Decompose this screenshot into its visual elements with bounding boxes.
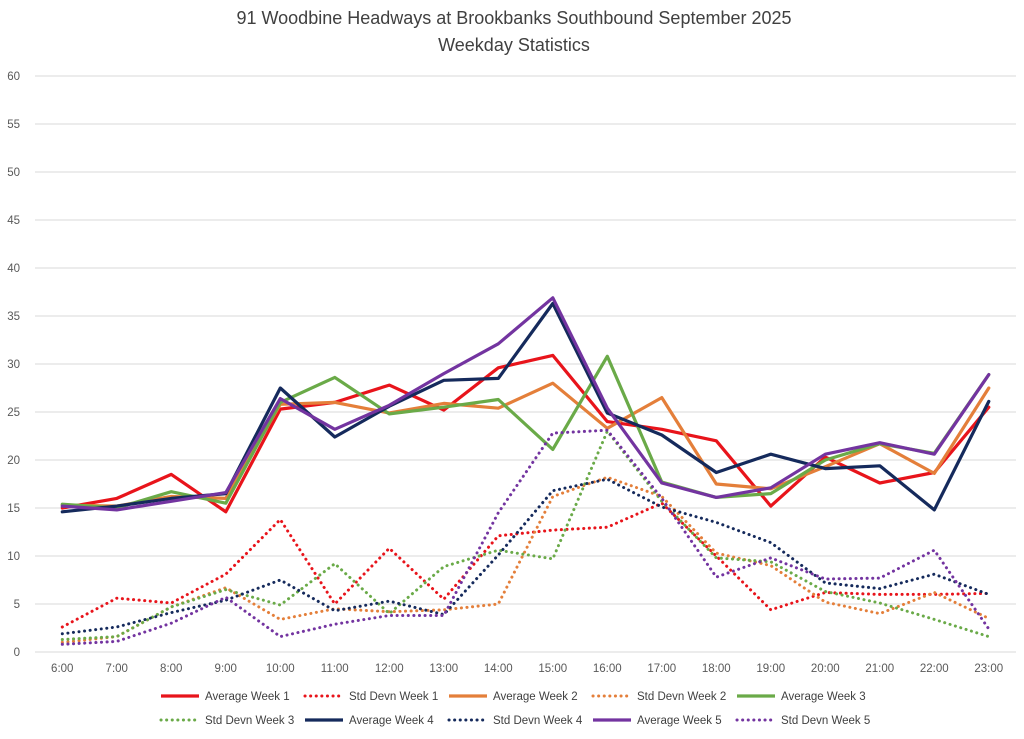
x-tick-label: 20:00: [811, 663, 840, 675]
y-tick-label: 60: [7, 71, 20, 83]
series-line-std-devn-week-2: [60, 475, 991, 644]
x-tick-label: 8:00: [160, 663, 182, 675]
chart-title: 91 Woodbine Headways at Brookbanks South…: [236, 8, 791, 28]
x-tick-label: 7:00: [106, 663, 128, 675]
legend-entry-average-week-1: Average Week 1: [161, 691, 290, 703]
y-axis-ticks: 0 5 10 15 20 25 30 35 40 45 50 55 60: [7, 71, 20, 659]
y-tick-label: 25: [7, 407, 20, 419]
y-tick-label: 5: [14, 599, 20, 611]
y-tick-label: 45: [7, 215, 20, 227]
y-tick-label: 30: [7, 359, 20, 371]
legend-entry-std-devn-week-3: Std Devn Week 3: [159, 715, 294, 727]
x-tick-label: 9:00: [215, 663, 237, 675]
series-line-average-week-2: [60, 381, 991, 508]
x-tick-label: 19:00: [756, 663, 785, 675]
x-tick-label: 18:00: [702, 663, 731, 675]
x-tick-label: 6:00: [51, 663, 73, 675]
x-tick-label: 13:00: [429, 663, 458, 675]
x-tick-label: 17:00: [647, 663, 676, 675]
y-tick-label: 35: [7, 311, 20, 323]
x-tick-label: 14:00: [484, 663, 513, 675]
legend-label: Average Week 5: [637, 715, 722, 727]
legend-label: Average Week 3: [781, 691, 866, 703]
series-line-average-week-1: [60, 353, 991, 514]
legend-label: Average Week 1: [205, 691, 290, 703]
legend-label: Std Devn Week 3: [205, 715, 294, 727]
legend-entry-std-devn-week-4: Std Devn Week 4: [447, 715, 583, 727]
x-axis-ticks: 6:00 7:00 8:00 9:00 10:00 11:00 12:00 13:00 14:0…: [51, 663, 1003, 675]
gridlines: [35, 75, 1016, 653]
y-tick-label: 0: [14, 647, 20, 659]
legend: Average Week 1 Std Devn Week 1 Average Wee…: [159, 691, 870, 727]
y-tick-label: 50: [7, 167, 20, 179]
x-tick-label: 10:00: [266, 663, 295, 675]
legend-label: Average Week 2: [493, 691, 578, 703]
x-tick-label: 12:00: [375, 663, 404, 675]
series-line-average-week-4: [60, 301, 991, 514]
legend-entry-average-week-5: Average Week 5: [593, 715, 722, 727]
x-tick-label: 11:00: [321, 663, 349, 675]
x-tick-label: 23:00: [974, 663, 1003, 675]
legend-entry-average-week-2: Average Week 2: [449, 691, 578, 703]
y-tick-label: 55: [7, 119, 20, 131]
y-tick-label: 15: [7, 503, 20, 515]
legend-entry-std-devn-week-1: Std Devn Week 1: [303, 691, 438, 703]
x-tick-label: 22:00: [920, 663, 949, 675]
legend-entry-std-devn-week-2: Std Devn Week 2: [591, 691, 726, 703]
chart-subtitle: Weekday Statistics: [438, 35, 590, 55]
series-line-std-devn-week-5: [60, 428, 991, 646]
legend-entry-std-devn-week-5: Std Devn Week 5: [735, 715, 870, 727]
legend-label: Std Devn Week 1: [349, 691, 438, 703]
x-tick-label: 15:00: [538, 663, 567, 675]
y-tick-label: 10: [7, 551, 20, 563]
legend-label: Std Devn Week 2: [637, 691, 726, 703]
legend-label: Std Devn Week 5: [781, 715, 870, 727]
y-tick-label: 40: [7, 263, 20, 275]
x-tick-label: 16:00: [593, 663, 622, 675]
series-line-average-week-3: [60, 354, 991, 510]
series-line-std-devn-week-1: [60, 501, 991, 629]
series-line-average-week-5: [60, 296, 991, 512]
series-lines: [60, 296, 991, 646]
x-tick-label: 21:00: [865, 663, 894, 675]
y-tick-label: 20: [7, 455, 20, 467]
legend-label: Std Devn Week 4: [493, 715, 583, 727]
legend-label: Average Week 4: [349, 715, 434, 727]
legend-entry-average-week-3: Average Week 3: [737, 691, 866, 703]
legend-entry-average-week-4: Average Week 4: [305, 715, 434, 727]
